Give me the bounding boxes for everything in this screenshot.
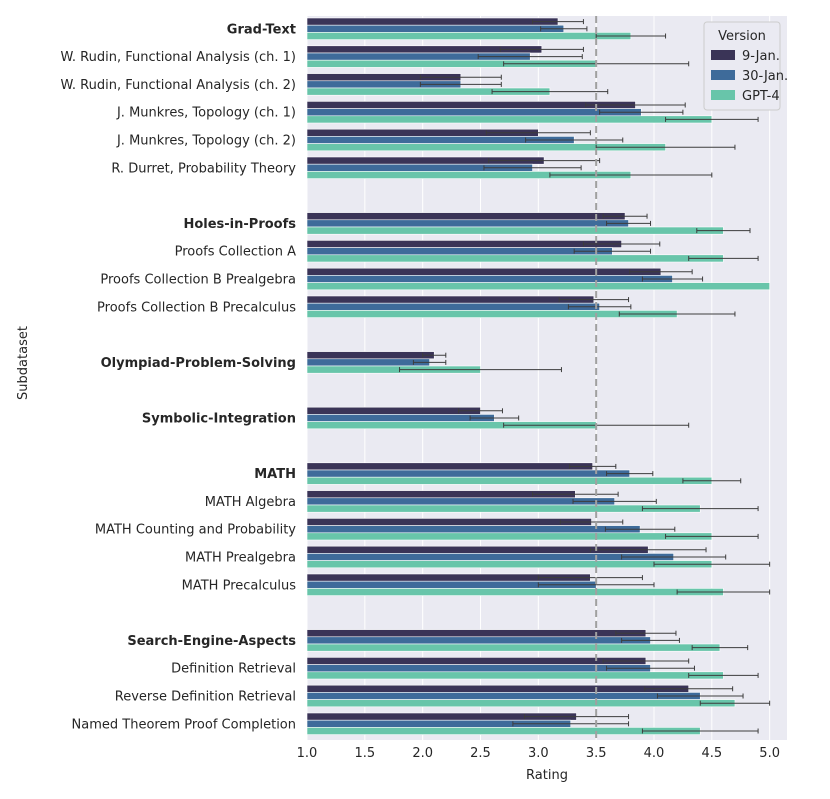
bar [306, 684, 689, 693]
legend-swatch [711, 50, 735, 60]
bar [306, 727, 701, 735]
legend-title: Version [718, 29, 766, 44]
bar [306, 219, 629, 228]
category-label: Proofs Collection A [175, 245, 296, 260]
x-tick-label: 3.0 [528, 746, 549, 761]
bar [306, 518, 592, 526]
bar [306, 302, 600, 311]
category-label: W. Rudin, Functional Analysis (ch. 2) [61, 78, 296, 93]
category-label: MATH Algebra [205, 495, 296, 510]
category-label: Symbolic-Integration [142, 412, 296, 427]
bar [306, 32, 632, 40]
bar [306, 699, 736, 708]
legend-box [703, 21, 781, 111]
x-tick-labels: 1.0 1.5 2.0 2.5 3.0 3.5 4.0 4.5 5.0 [297, 746, 780, 761]
bar [306, 504, 701, 513]
bar [306, 254, 724, 263]
bar [306, 212, 626, 221]
legend-items: 9-Jan. 30-Jan. GPT-4 [711, 49, 788, 104]
category-label: Proofs Collection B Prealgebra [100, 273, 296, 288]
category-label: MATH Counting and Probability [95, 523, 296, 538]
bar [306, 247, 613, 256]
bar [306, 664, 651, 673]
bar [306, 553, 674, 561]
bar [306, 560, 713, 569]
category-label: MATH Precalculus [182, 578, 297, 593]
bar [306, 24, 565, 33]
bar [306, 108, 642, 117]
bar [306, 657, 647, 665]
x-axis-title: Rating [526, 768, 568, 783]
x-tick-label: 5.0 [759, 746, 780, 761]
bar [306, 358, 430, 367]
bar [306, 406, 481, 415]
bar [306, 115, 713, 124]
category-label: Reverse Definition Retrieval [115, 690, 296, 705]
bar [306, 275, 673, 283]
category-label: Grad-Text [227, 22, 296, 37]
x-tick-label: 1.5 [354, 746, 375, 761]
x-tick-label: 4.0 [644, 746, 665, 761]
bar [306, 240, 622, 248]
legend-label: GPT-4 [742, 89, 780, 104]
bar [306, 525, 641, 534]
x-tick-label: 2.5 [470, 746, 491, 761]
bar [306, 692, 701, 700]
x-tick-label: 2.0 [412, 746, 433, 761]
bars [306, 17, 770, 735]
bar [306, 282, 770, 291]
x-tick-label: 3.5 [586, 746, 607, 761]
legend-swatch [711, 90, 735, 100]
bar [306, 414, 495, 422]
bar [306, 226, 724, 235]
bar [306, 469, 630, 478]
category-label: Holes-in-Proofs [183, 217, 296, 232]
bar [306, 351, 435, 360]
legend-label: 30-Jan. [742, 69, 788, 84]
bar [306, 462, 593, 471]
category-label: W. Rudin, Functional Analysis (ch. 1) [61, 50, 296, 65]
bar [306, 588, 724, 596]
y-axis-title: Subdataset [16, 326, 31, 400]
bar [306, 629, 647, 638]
category-label: J. Munkres, Topology (ch. 2) [116, 134, 296, 149]
bar [306, 671, 724, 680]
bar [306, 497, 615, 506]
legend-label: 9-Jan. [742, 49, 780, 64]
bar [306, 532, 713, 541]
bar [306, 636, 651, 645]
category-label: MATH [254, 467, 296, 482]
bar [306, 643, 721, 652]
legend-swatch [711, 70, 735, 80]
category-label: J. Munkres, Topology (ch. 1) [116, 106, 296, 121]
category-labels: Grad-Text W. Rudin, Functional Analysis (… [61, 22, 297, 732]
category-label: Definition Retrieval [171, 662, 296, 677]
category-label: Proofs Collection B Precalculus [97, 300, 296, 315]
category-label: Named Theorem Proof Completion [72, 717, 296, 732]
x-tick-label: 4.5 [701, 746, 722, 761]
bar [306, 295, 595, 304]
bar [306, 17, 559, 26]
category-label: Olympiad-Problem-Solving [101, 356, 296, 371]
legend: Version 9-Jan. 30-Jan. GPT-4 [703, 21, 788, 111]
bar [306, 476, 713, 485]
category-label: R. Durret, Probability Theory [111, 161, 296, 176]
bar [306, 267, 662, 276]
category-label: Search-Engine-Aspects [127, 634, 296, 649]
category-label: MATH Prealgebra [185, 551, 296, 566]
x-tick-label: 1.0 [297, 746, 318, 761]
